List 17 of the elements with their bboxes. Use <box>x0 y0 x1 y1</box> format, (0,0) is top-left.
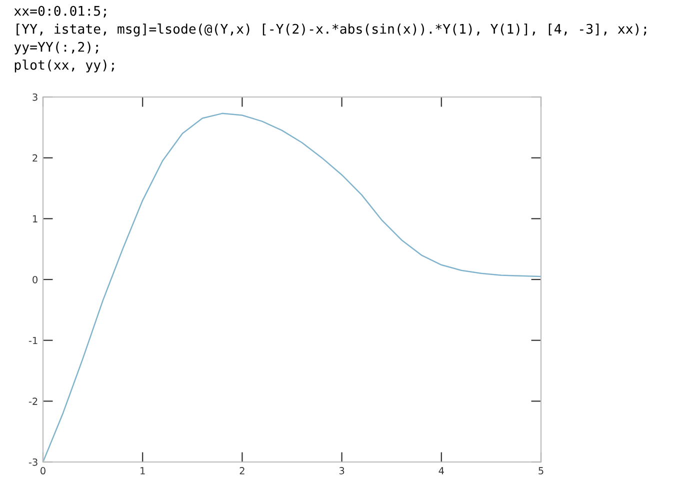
y-tick-label: -3 <box>28 458 38 466</box>
y-tick-label: 0 <box>32 276 38 284</box>
x-tick-label: 4 <box>438 467 444 474</box>
text: plot(xx, yy); <box>14 60 114 72</box>
x-tick-label: 5 <box>538 467 544 474</box>
y-tick-label: 3 <box>32 93 38 101</box>
x-tick-label: 0 <box>40 467 46 474</box>
y-tick-label: -1 <box>28 336 38 344</box>
y-tick-label: -2 <box>28 398 38 405</box>
text: [YY, istate, msg]=lsode(@(Y,x) [-Y(2)-x.*abs(sin(x)).*Y(1), Y(1)], [4, -3], xx); <box>16 24 646 36</box>
x-tick-label: 3 <box>339 467 344 474</box>
y-tick-label: 1 <box>33 215 38 222</box>
x-tick-label: 2 <box>240 467 244 474</box>
x-tick-label: 1 <box>140 467 145 474</box>
text: yy=YY(:,2); <box>14 42 98 54</box>
text: xx=0:0.01:5; <box>14 6 106 18</box>
y-tick-label: 2 <box>32 154 38 162</box>
